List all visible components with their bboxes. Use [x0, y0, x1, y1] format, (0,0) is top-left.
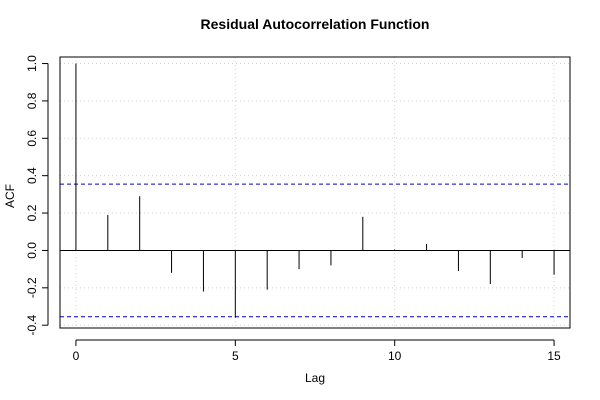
y-axis-label: ACF: [3, 184, 17, 208]
y-tick-label: -0.4: [25, 315, 39, 336]
x-tick-label: 10: [388, 349, 402, 363]
grid: [60, 57, 570, 328]
acf-bars: [75, 63, 555, 318]
y-tick-label: 0.0: [25, 242, 39, 259]
x-axis: 0 5 10 15: [73, 339, 561, 363]
y-tick-label: 0.8: [25, 92, 39, 109]
chart-title: Residual Autocorrelation Function: [201, 16, 430, 32]
x-tick-label: 0: [73, 349, 80, 363]
confidence-band: [60, 183, 570, 318]
plot-frame: [59, 56, 571, 329]
y-tick-label: 1.0: [25, 55, 39, 72]
y-tick-label: -0.2: [25, 277, 39, 298]
y-tick-label: 0.2: [25, 204, 39, 221]
x-tick-label: 15: [547, 349, 561, 363]
y-tick-label: 0.6: [25, 130, 39, 147]
x-tick-label: 5: [232, 349, 239, 363]
x-axis-label: Lag: [305, 371, 325, 385]
y-tick-label: 0.4: [25, 167, 39, 184]
y-axis: -0.4 -0.2 0.0 0.2 0.4 0.6 0.8 1.0: [25, 55, 49, 336]
